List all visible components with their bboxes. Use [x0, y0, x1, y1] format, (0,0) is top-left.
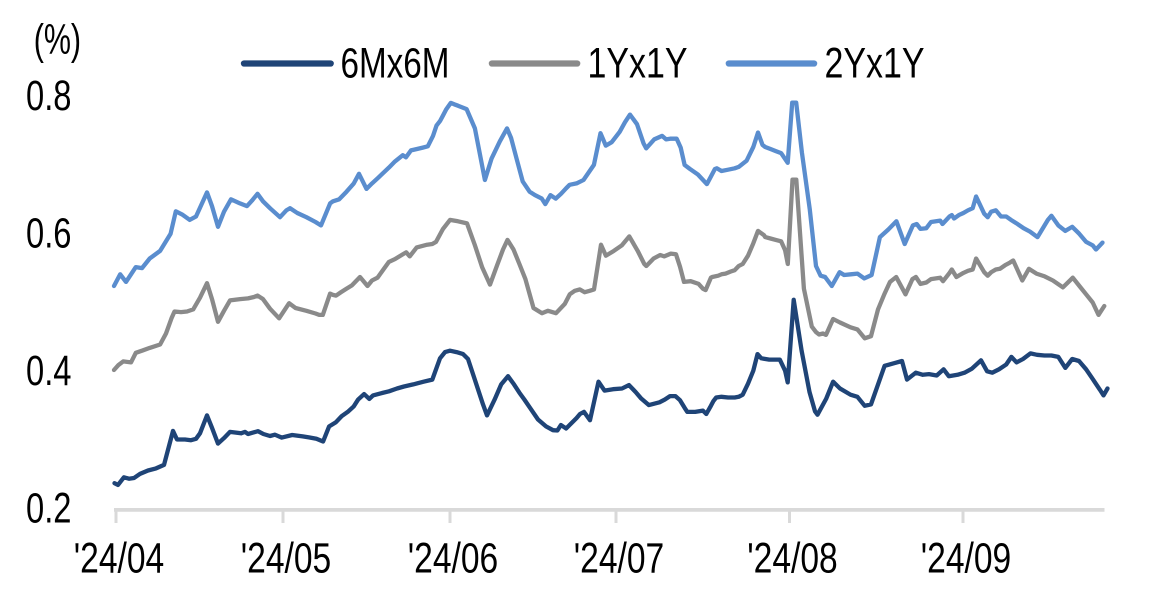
svg-text:6Mx6M: 6Mx6M: [341, 41, 450, 88]
svg-text:0.4: 0.4: [26, 348, 72, 395]
svg-text:'24/06: '24/06: [408, 536, 499, 583]
svg-text:'24/08: '24/08: [747, 536, 838, 583]
svg-text:'24/04: '24/04: [74, 536, 165, 583]
svg-text:'24/05: '24/05: [241, 536, 332, 583]
svg-text:1Yx1Y: 1Yx1Y: [588, 41, 688, 88]
svg-text:'24/07: '24/07: [574, 536, 665, 583]
svg-text:0.2: 0.2: [26, 486, 72, 533]
svg-text:0.6: 0.6: [26, 210, 72, 257]
svg-text:(%): (%): [34, 17, 81, 64]
svg-text:0.8: 0.8: [26, 73, 72, 120]
svg-text:'24/09: '24/09: [921, 536, 1012, 583]
svg-text:2Yx1Y: 2Yx1Y: [825, 41, 925, 88]
